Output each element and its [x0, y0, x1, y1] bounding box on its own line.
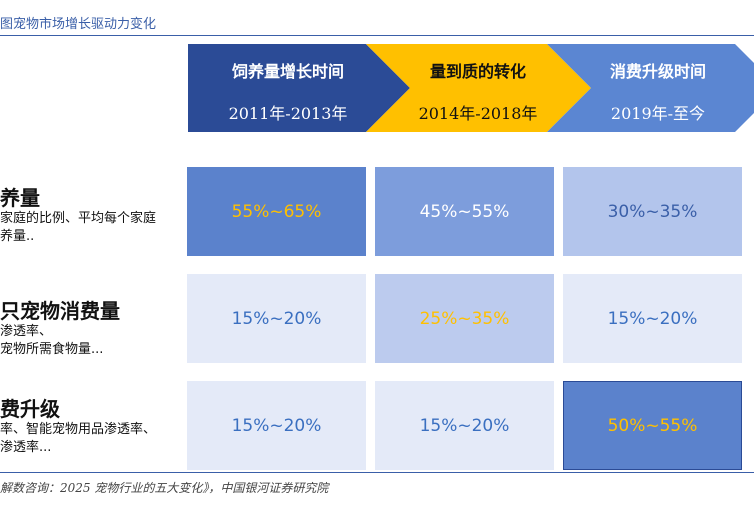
cell-row3-col2: 15%~20% — [375, 381, 554, 470]
phase-1-range: 2011年-2013年 — [228, 104, 348, 123]
cell-row1-col3: 30%~35% — [563, 167, 742, 256]
row-3-title: 费升级 — [0, 397, 60, 421]
cell-row2-col1: 15%~20% — [187, 274, 366, 363]
row-1-title: 养量 — [0, 186, 40, 210]
footer-divider — [0, 472, 754, 473]
phase-arrow-2 — [366, 44, 591, 132]
row-1-desc-line-2: 养量.. — [0, 229, 35, 244]
cell-row2-col3: 15%~20% — [563, 274, 742, 363]
cell-row1-col1: 55%~65% — [187, 167, 366, 256]
phase-2-range: 2014年-2018年 — [418, 104, 538, 123]
phase-1: 饲养量增长时间 2011年-2013年 — [198, 58, 378, 124]
cell-row1-col2: 45%~55% — [375, 167, 554, 256]
cell-row3-col1: 15%~20% — [187, 381, 366, 470]
row-2-desc-line-1: 渗透率、 — [0, 324, 53, 339]
row-label-2: 只宠物消费量 渗透率、 宠物所需食物量... — [0, 299, 120, 359]
phase-2-name: 量到质的转化 — [429, 62, 526, 81]
row-1-desc-line-1: 家庭的比例、平均每个家庭 — [0, 211, 157, 226]
phase-arrows — [188, 44, 754, 132]
phase-3-name: 消费升级时间 — [609, 62, 706, 81]
row-2-title: 只宠物消费量 — [0, 299, 120, 323]
phase-arrow-1 — [188, 44, 410, 132]
cell-row2-col2: 25%~35% — [375, 274, 554, 363]
phase-arrow-3 — [547, 44, 754, 132]
page-title: 图宠物市场增长驱动力变化 — [0, 17, 157, 32]
row-label-3: 费升级 率、智能宠物用品渗透率、 渗透率... — [0, 397, 156, 457]
row-3-desc-line-1: 率、智能宠物用品渗透率、 — [0, 422, 157, 437]
cell-row3-col3: 50%~55% — [563, 381, 742, 470]
phase-1-name: 饲养量增长时间 — [231, 62, 344, 81]
row-2-desc-line-2: 宠物所需食物量... — [0, 342, 104, 357]
phase-3-range: 2019年-至今 — [610, 104, 706, 123]
header-divider — [0, 35, 754, 36]
row-label-1: 养量 家庭的比例、平均每个家庭 养量.. — [0, 186, 156, 246]
row-3-desc-line-2: 渗透率... — [0, 440, 52, 455]
source-note: 解数咨询：2025 宠物行业的五大变化》，中国银河证券研究院 — [0, 481, 329, 495]
phase-3: 消费升级时间 2019年-至今 — [568, 58, 748, 124]
phase-2: 量到质的转化 2014年-2018年 — [388, 58, 568, 124]
